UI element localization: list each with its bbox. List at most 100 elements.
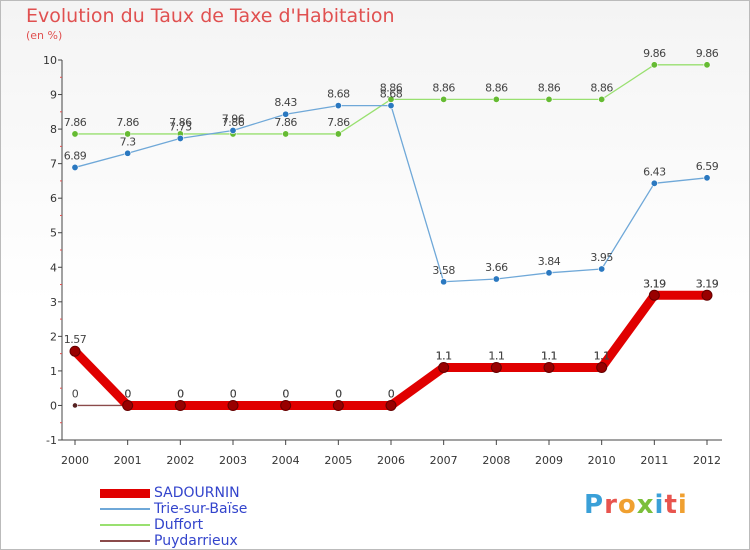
series-point (71, 130, 79, 138)
logo-letter: t (664, 490, 678, 520)
data-label: 0 (177, 387, 184, 400)
y-tick-label: -1 (46, 434, 57, 447)
y-tick-label: 6 (50, 192, 57, 205)
data-label: 1.1 (541, 349, 557, 362)
data-label: 7.73 (169, 120, 192, 133)
data-label: 0 (124, 387, 131, 400)
series-point (440, 278, 448, 286)
data-label: 0 (282, 387, 289, 400)
data-label: 0 (282, 387, 289, 400)
legend-label: Trie-sur-Baïse (154, 501, 248, 517)
series-point (545, 95, 553, 103)
data-label: 8.68 (327, 88, 350, 101)
data-label: 7.86 (64, 116, 87, 129)
data-label: 6.43 (643, 165, 666, 178)
series-point (701, 289, 713, 301)
data-label: 8.68 (380, 88, 403, 101)
series-point (282, 110, 290, 118)
proxiti-logo: Proxiti (584, 490, 688, 520)
data-label: 7.96 (222, 112, 245, 125)
logo-letter: r (604, 490, 618, 520)
series-point (598, 95, 606, 103)
series-point (703, 174, 711, 182)
data-label: 3.95 (590, 251, 613, 264)
data-label: 6.59 (696, 160, 719, 173)
x-tick-label: 2012 (693, 454, 721, 467)
data-label: 6.89 (64, 149, 87, 162)
data-label: 7.86 (274, 116, 297, 129)
data-label: 0 (124, 387, 131, 400)
x-tick-label: 2011 (640, 454, 668, 467)
data-label: 1.1 (436, 349, 452, 362)
x-tick-label: 2002 (166, 454, 194, 467)
data-label: 3.19 (696, 277, 719, 290)
data-label: 3.19 (696, 277, 719, 290)
data-label: 0 (72, 387, 79, 400)
data-label: 8.86 (485, 81, 508, 94)
logo-letter: i (654, 490, 665, 520)
x-tick-label: 2006 (377, 454, 405, 467)
y-tick-label: 9 (50, 89, 57, 102)
x-tick-label: 2003 (219, 454, 247, 467)
chart-unit-label: (en %) (26, 29, 63, 42)
series-point (492, 95, 500, 103)
legend-swatch (100, 540, 150, 542)
series-point (280, 399, 292, 411)
logo-letter: x (636, 490, 655, 520)
x-tick-label: 2004 (272, 454, 300, 467)
series-point (227, 399, 239, 411)
data-label: 1.1 (541, 349, 557, 362)
y-tick-label: 10 (43, 54, 57, 67)
series-point (229, 126, 237, 134)
data-label: 3.58 (432, 264, 455, 277)
chart-axes: -1 0 1 2 3 4 5 6 7 8 9 10 2000 2001 2002 2003 2004 2005 20… (43, 54, 722, 467)
data-label: 1.1 (594, 349, 610, 362)
series-point (124, 130, 132, 138)
series-point (545, 269, 553, 277)
series-point (387, 102, 395, 110)
series-point (492, 275, 500, 283)
x-tick-label: 2001 (114, 454, 142, 467)
y-tick-label: 4 (50, 261, 57, 274)
legend-entry: Puydarrieux (100, 533, 247, 549)
x-tick-label: 2009 (535, 454, 563, 467)
legend-label: Puydarrieux (154, 533, 238, 549)
legend-swatch (100, 488, 150, 498)
data-label: 3.84 (538, 255, 561, 268)
series-point (650, 61, 658, 69)
series-point (69, 345, 81, 357)
data-label: 1.57 (64, 333, 87, 346)
y-tick-label: 8 (50, 123, 57, 136)
data-label: 0 (388, 387, 395, 400)
series-point (334, 130, 342, 138)
series-markers (69, 61, 713, 411)
data-label: 8.43 (274, 96, 297, 109)
logo-letter: o (617, 490, 637, 520)
legend-label: SADOURNIN (154, 485, 240, 501)
logo-letter: i (677, 490, 688, 520)
series-point (174, 399, 186, 411)
data-labels: 0 0 0 0 0 0 01.1 1.1 1.1 1.13.19 3.197.86 7.86 7.86 7… (64, 47, 719, 401)
series-point (438, 361, 450, 373)
legend-swatch (100, 524, 150, 526)
series-point (703, 61, 711, 69)
series-point (334, 102, 342, 110)
series-point (176, 134, 184, 142)
legend-entry: SADOURNIN (100, 485, 247, 501)
data-label: 1.1 (436, 349, 452, 362)
series-point (385, 399, 397, 411)
x-tick-label: 2010 (588, 454, 616, 467)
series-point (122, 399, 134, 411)
data-label: 0 (230, 387, 237, 400)
data-label: 9.86 (696, 47, 719, 60)
y-tick-label: 7 (50, 158, 57, 171)
legend-entry: Trie-sur-Baïse (100, 501, 247, 517)
series-point (124, 149, 132, 157)
series-point (71, 163, 79, 171)
data-label: 7.86 (222, 116, 245, 129)
series-point (543, 361, 555, 373)
logo-letter: P (584, 490, 605, 520)
data-label: 8.86 (432, 81, 455, 94)
y-tick-label: 3 (50, 296, 57, 309)
